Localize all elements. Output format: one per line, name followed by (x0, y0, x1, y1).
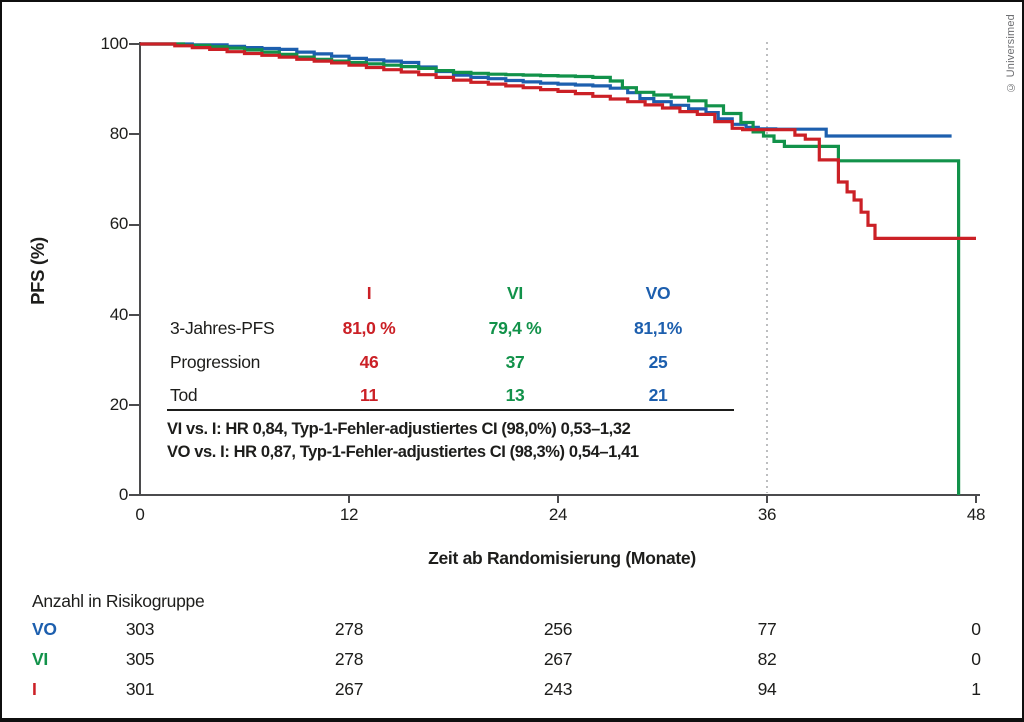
risk-row-vi: VI 305 278 267 82 0 (2, 649, 1022, 673)
hr-annotation-vo-vs-i: VO vs. I: HR 0,87, Typ-1-Fehler-adjustie… (167, 443, 639, 461)
risk-row-label-i: I (32, 679, 37, 699)
stats-row-label-tod: Tod (170, 385, 198, 405)
risk-count-vi-m12: 278 (334, 649, 364, 669)
stats-col-header-vo: VO (645, 283, 671, 303)
y-axis-ticks (129, 43, 139, 496)
risk-count-i-m0: 301 (125, 679, 155, 699)
y-tick-label-100: 100 (100, 34, 129, 53)
stats-value: 46 (359, 352, 379, 372)
risk-count-i-m36: 94 (757, 679, 777, 699)
y-tick-label-80: 80 (109, 124, 129, 144)
risk-count-vi-m48: 0 (971, 649, 981, 669)
stats-value: 25 (648, 352, 668, 372)
x-axis-ticks (348, 495, 977, 503)
x-tick-label-12: 12 (339, 505, 359, 524)
stats-col-header-vi: VI (507, 283, 523, 303)
y-axis-title: PFS (%) (27, 237, 48, 305)
risk-count-vo-m24: 256 (543, 619, 573, 639)
risk-count-vi-m0: 305 (125, 649, 155, 669)
km-curve-i (140, 42, 976, 240)
stats-row-label-progression: Progression (170, 352, 261, 372)
x-tick-label-36: 36 (757, 505, 777, 524)
stats-value: 13 (505, 385, 525, 405)
risk-row-vo: VO 303 278 256 77 0 (2, 619, 1022, 643)
risk-count-i-m24: 243 (543, 679, 573, 699)
risk-count-i-m12: 267 (334, 679, 364, 699)
risk-count-vo-m0: 303 (125, 619, 155, 639)
km-curve-vo (140, 42, 952, 138)
hr-annotation-vi-vs-i: VI vs. I: HR 0,84, Typ-1-Fehler-adjustie… (167, 420, 631, 438)
stats-value: 21 (648, 385, 668, 405)
km-curve-vi (140, 42, 961, 495)
x-axis-title: Zeit ab Randomisierung (Monate) (428, 548, 696, 568)
stats-value: 81,1% (633, 318, 683, 338)
risk-count-vi-m36: 82 (757, 649, 777, 669)
risk-row-label-vi: VI (32, 649, 48, 669)
stats-value: 79,4 % (488, 318, 542, 338)
y-tick-label-20: 20 (109, 394, 129, 414)
stats-value: 37 (505, 352, 525, 372)
risk-count-vo-m48: 0 (971, 619, 981, 639)
risk-count-vo-m12: 278 (334, 619, 364, 639)
y-tick-label-60: 60 (109, 214, 129, 234)
stats-value: 81,0 % (342, 318, 396, 338)
stats-divider-line (167, 409, 734, 411)
risk-count-vo-m36: 77 (757, 619, 777, 639)
copyright-credit: © Universimed (1005, 14, 1017, 93)
risk-row-i: I 301 267 243 94 1 (2, 679, 1022, 703)
risk-count-vi-m24: 267 (543, 649, 573, 669)
risk-count-i-m48: 1 (971, 679, 981, 699)
x-tick-label-48: 48 (966, 505, 986, 524)
y-tick-label-40: 40 (109, 304, 129, 324)
km-curves (140, 42, 976, 495)
y-tick-label-0: 0 (118, 485, 128, 504)
risk-row-label-vo: VO (32, 619, 57, 639)
x-tick-label-0: 0 (135, 505, 145, 524)
stats-col-header-i: I (366, 283, 372, 303)
stats-row-label-3y-pfs: 3-Jahres-PFS (170, 318, 275, 338)
stats-value: 11 (360, 385, 378, 405)
risk-table-title: Anzahl in Risikogruppe (32, 591, 205, 611)
x-tick-label-24: 24 (548, 505, 568, 524)
